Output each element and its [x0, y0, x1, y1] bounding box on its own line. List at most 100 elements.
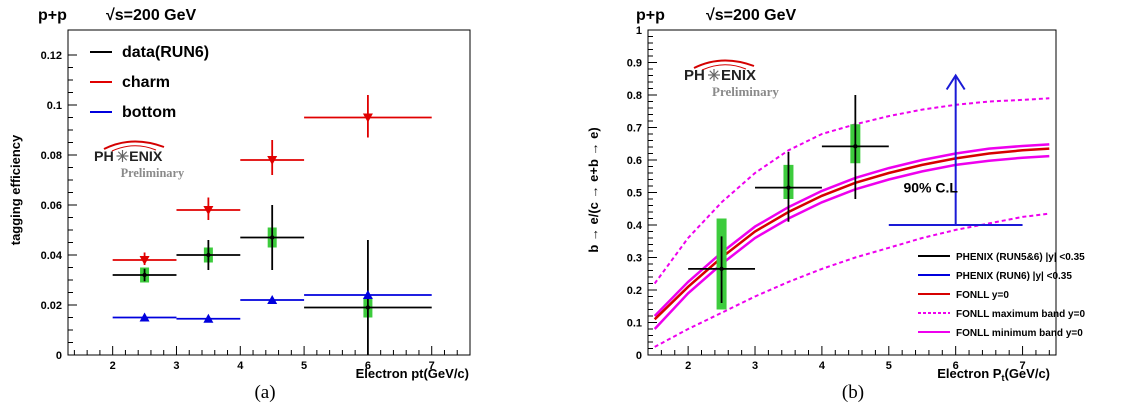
- panel-b-fonll-min-band-lower: [653, 154, 1050, 330]
- panel-b-x-label-tail: (GeV/c): [1004, 366, 1050, 381]
- panel-b-y-tick-label: 0.4: [627, 220, 643, 232]
- phenix-swoosh-icon: [701, 64, 747, 71]
- panel-b-legend-label: PHENIX (RUN6) |y| <0.35: [956, 271, 1072, 282]
- panel-b-x-ticks: 2 3 4 5 6 7: [660, 346, 1050, 372]
- panel-a-data-point: [269, 235, 275, 240]
- panel-b-y-tick-label: 0: [636, 350, 642, 362]
- panel-b-y-tick-label: 0.9: [627, 58, 642, 70]
- panel-b-frame: [647, 29, 1057, 356]
- phenix-star-icon: [709, 74, 715, 80]
- panel-b-y-tick-label: 1: [636, 25, 642, 37]
- caption-a: (a): [254, 382, 275, 403]
- panel-a-bottom-point: [139, 312, 150, 322]
- panel-b-legend-label: PHENIX (RUN5&6) |y| <0.35: [956, 252, 1085, 263]
- phenix-logo-text-left: PH: [684, 67, 705, 84]
- panel-b-y-tick-label: 0.3: [627, 253, 642, 265]
- panel-b: p+p √s=200 GeV 0 0.1 0.2 0.3 0.4 0.5 0.6 0.7 0.8…: [586, 7, 1085, 403]
- phenix-swoosh-icon: [693, 59, 755, 69]
- panel-a-x-tick-label: 7: [429, 360, 435, 372]
- phenix-logo-text-left: PH: [94, 149, 114, 165]
- panel-b-y-tick-label: 0.6: [627, 155, 642, 167]
- panel-a-x-tick-label: 6: [365, 360, 371, 372]
- panel-a-data-point: [142, 272, 147, 278]
- panel-a-y-tick-label: 0.02: [41, 300, 62, 312]
- phenix-preliminary-label: Preliminary: [121, 166, 185, 180]
- panel-b-legend-label: FONLL y=0: [956, 290, 1009, 301]
- panel-b-header: p+p: [636, 7, 665, 24]
- panel-a-y-tick-label: 0: [56, 350, 62, 362]
- panel-a-header: p+p: [38, 7, 67, 24]
- panel-b-x-tick-label: 2: [685, 360, 691, 372]
- phenix-logo-text-right: ENIX: [721, 67, 756, 84]
- panel-b-cl-arrow-head: [945, 73, 966, 91]
- panel-a-y-tick-label: 0.1: [47, 100, 62, 112]
- panel-a-y-tick-label: 0.04: [41, 250, 63, 262]
- phenix-star-icon: [709, 70, 715, 76]
- panel-a-y-tick-label: 0.12: [41, 50, 62, 62]
- phenix-star-icon: [713, 70, 719, 76]
- panel-b-legend-label: FONLL minimum band y=0: [956, 328, 1083, 339]
- panel-a: p+p √s=200 GeV 00.020.040.060.080.10.12 …: [8, 7, 471, 403]
- panel-a-x-tick-label: 4: [237, 360, 244, 372]
- panel-a-y-label: tagging efficiency: [8, 134, 23, 245]
- panel-b-marks: 90% C.L: [688, 73, 1023, 310]
- panel-b-y-tick-label: 0.1: [627, 318, 642, 330]
- panel-a-energy: √s=200 GeV: [106, 7, 197, 24]
- panel-b-x-label: Electron Pt(GeV/c): [937, 366, 1050, 383]
- panel-b-x-label-sub: t: [1001, 373, 1004, 383]
- panel-a-x-tick-label: 2: [110, 360, 116, 372]
- panel-a-bottom-point: [362, 290, 373, 299]
- panel-b-data-point: [719, 266, 724, 272]
- panel-a-legend-label: charm: [122, 74, 170, 91]
- panel-a-x-ticks: 2 3 4 5 6 7: [73, 346, 458, 372]
- phenix-star-icon: [122, 155, 128, 161]
- panel-a-x-tick-label: 3: [173, 360, 179, 372]
- panel-b-data-point: [786, 185, 791, 190]
- panel-a-y-ticks: 0 0.02 0.04 0.06 0.08 0.1 0.12: [41, 50, 77, 362]
- panel-a-y-tick-label: 0.08: [41, 150, 62, 162]
- panel-b-x-tick-label: 6: [953, 360, 959, 372]
- panel-a-data-point: [365, 305, 371, 310]
- panel-b-y-tick-label: 0.7: [627, 123, 642, 135]
- panel-a-legend: data(RUN6) charm bottom: [90, 44, 209, 121]
- phenix-swoosh-icon: [111, 145, 157, 152]
- panel-a-bottom-point: [267, 295, 278, 304]
- panel-b-data-point: [853, 144, 858, 149]
- panel-b-y-tick-label: 0.8: [627, 90, 642, 102]
- panel-a-x-tick-label: 5: [301, 360, 307, 372]
- panel-b-fonll-max-band-lower: [654, 212, 1050, 348]
- panel-a-charm-point: [362, 113, 373, 123]
- panel-b-x-tick-label: 5: [886, 360, 892, 372]
- panel-a-bottom-point: [203, 313, 214, 323]
- panel-b-x-tick-label: 3: [752, 360, 758, 372]
- panel-a-charm-point: [203, 206, 214, 215]
- phenix-swoosh-icon: [103, 140, 165, 150]
- panel-b-y-tick-label: 0.5: [627, 188, 642, 200]
- phenix-logo-text-right: ENIX: [129, 149, 163, 165]
- panel-a-legend-label: data(RUN6): [122, 44, 209, 61]
- panel-a-marks: [112, 95, 432, 355]
- panel-b-cl-label: 90% C.L: [903, 180, 958, 196]
- panel-b-legend: PHENIX (RUN5&6) |y| <0.35 PHENIX (RUN6) |…: [918, 252, 1085, 339]
- panel-b-y-ticks: 0 0.1 0.2 0.3 0.4 0.5 0.6 0.7 0.8 0.9 1: [627, 25, 657, 362]
- panel-b-legend-label: FONLL maximum band y=0: [956, 309, 1085, 320]
- panel-b-x-tick-label: 7: [1019, 360, 1025, 372]
- phenix-star-icon: [122, 151, 128, 157]
- phenix-star-icon: [117, 151, 123, 157]
- panel-a-data-point: [206, 252, 211, 258]
- phenix-star-icon: [713, 74, 719, 80]
- panel-a-x-label: Electron pt(GeV/c): [356, 366, 469, 381]
- panel-b-y-label: b → e/(c → e+b → e): [586, 127, 601, 252]
- panel-b-x-tick-label: 4: [819, 360, 826, 372]
- panel-b-energy: √s=200 GeV: [706, 7, 797, 24]
- panel-a-charm-point: [139, 256, 150, 265]
- phenix-preliminary-label: Preliminary: [712, 84, 779, 99]
- panel-a-charm-point: [267, 156, 278, 165]
- panel-a-y-tick-label: 0.06: [41, 200, 62, 212]
- panel-b-x-label-main: Electron P: [937, 366, 1002, 381]
- caption-b: (b): [842, 382, 864, 403]
- panel-b-y-tick-label: 0.2: [627, 285, 642, 297]
- phenix-star-icon: [117, 155, 123, 161]
